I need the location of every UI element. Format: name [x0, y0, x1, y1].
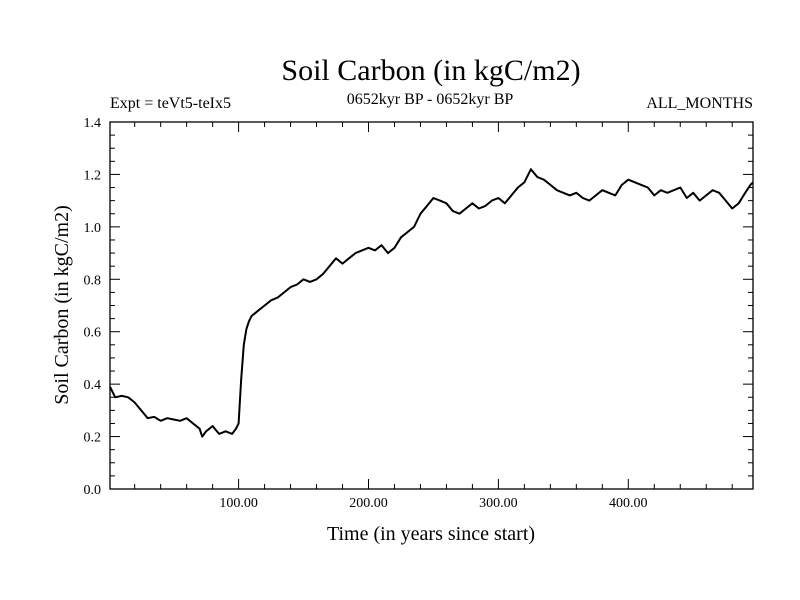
axes	[109, 121, 754, 490]
soil-carbon-line	[109, 168, 754, 438]
y-tick-label: 0.2	[84, 431, 102, 446]
plot-frame	[109, 121, 754, 490]
x-tick-label: 200.00	[349, 496, 388, 511]
experiment-label: Expt = teVt5-teIx5	[110, 95, 231, 112]
y-tick-label: 0.0	[84, 483, 102, 498]
y-tick-label: 1.4	[84, 116, 102, 131]
y-tick-label: 0.4	[84, 378, 102, 393]
x-axis-label: Time (in years since start)	[327, 523, 535, 545]
tick-marks	[110, 122, 753, 489]
y-tick-label: 0.6	[84, 326, 102, 341]
chart-title: Soil Carbon (in kgC/m2)	[281, 54, 580, 87]
tick-labels: 100.00 200.00 300.00 400.00 0.0 0.2 0.4 0.6 0.8 1…	[84, 116, 648, 511]
x-tick-label: 400.00	[609, 496, 648, 511]
y-tick-label: 1.2	[84, 168, 102, 183]
series-group	[109, 168, 754, 438]
y-tick-label: 1.0	[84, 221, 102, 236]
x-tick-label: 100.00	[219, 496, 258, 511]
months-label: ALL_MONTHS	[646, 95, 753, 112]
y-axis-label: Soil Carbon (in kgC/m2)	[51, 205, 73, 404]
y-tick-label: 0.8	[84, 273, 102, 288]
period-label: 0652kyr BP - 0652kyr BP	[347, 91, 514, 108]
x-tick-label: 300.00	[479, 496, 518, 511]
